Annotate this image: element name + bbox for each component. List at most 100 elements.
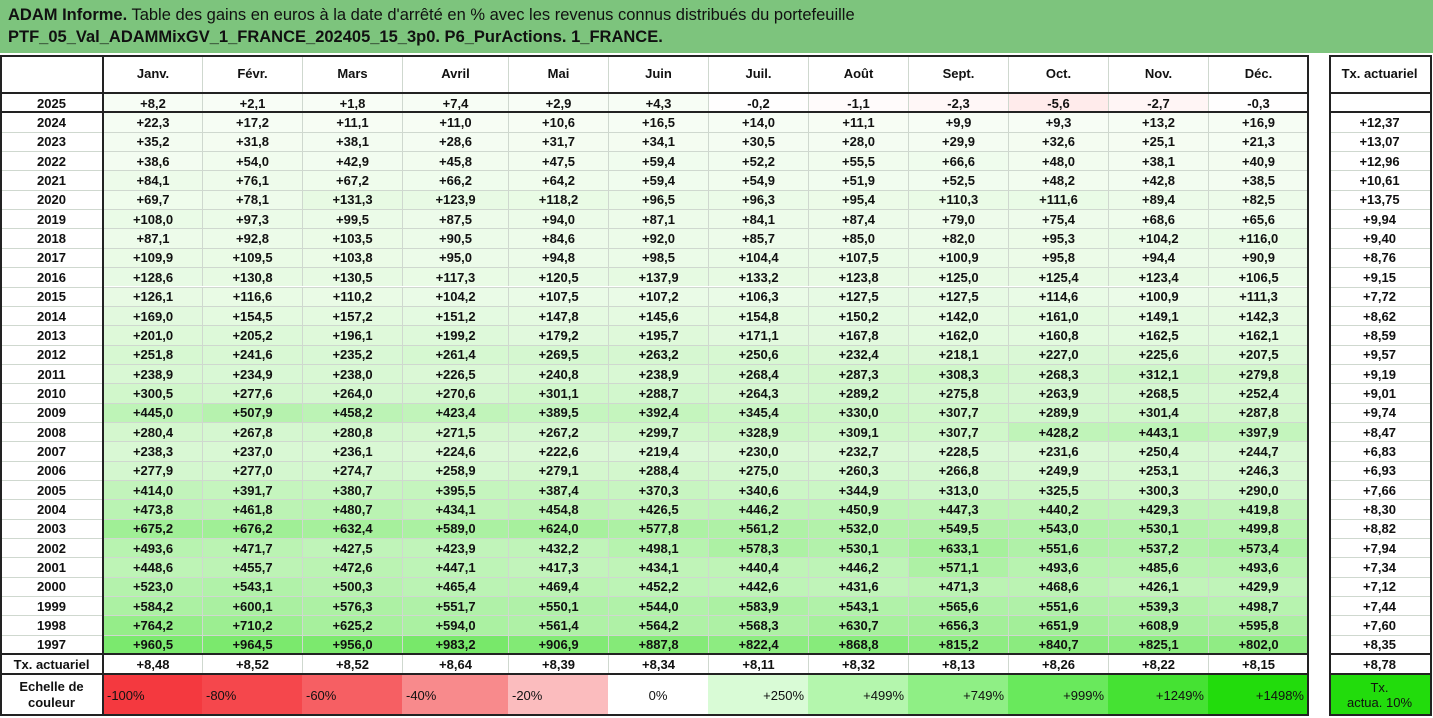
gain-cell: +802,0 bbox=[1208, 634, 1308, 655]
color-scale-swatch: +999% bbox=[1008, 674, 1108, 716]
gain-cell: +2,1 bbox=[202, 93, 302, 113]
header-divider bbox=[0, 92, 1309, 94]
gain-cell: +84,6 bbox=[508, 228, 608, 248]
gain-cell: +87,5 bbox=[402, 209, 508, 229]
gain-cell: +465,4 bbox=[402, 576, 508, 597]
gain-cell: +471,7 bbox=[202, 538, 302, 558]
gain-cell: +32,6 bbox=[1008, 131, 1108, 152]
gain-cell: +561,2 bbox=[708, 518, 808, 539]
color-scale-label-line-2: couleur bbox=[28, 695, 75, 711]
gain-cell: +110,3 bbox=[908, 189, 1008, 210]
gain-cell: +551,7 bbox=[402, 596, 508, 616]
gain-cell: +387,4 bbox=[508, 480, 608, 500]
gain-cell: +277,9 bbox=[103, 460, 202, 480]
gain-cell: +392,4 bbox=[608, 402, 708, 422]
gain-cell: +17,2 bbox=[202, 112, 302, 132]
gain-cell: +30,5 bbox=[708, 131, 808, 152]
gain-cell: +287,3 bbox=[808, 363, 908, 384]
gain-cell: +226,5 bbox=[402, 363, 508, 384]
gain-cell: +274,7 bbox=[302, 460, 402, 480]
gain-cell: +429,9 bbox=[1208, 576, 1308, 597]
gain-cell: +89,4 bbox=[1108, 189, 1208, 210]
gain-cell: +440,2 bbox=[1008, 499, 1108, 519]
gain-cell: +116,0 bbox=[1208, 228, 1308, 248]
gain-cell: +280,8 bbox=[302, 421, 402, 442]
gain-cell: +31,7 bbox=[508, 131, 608, 152]
rate-footer-top-divider bbox=[1329, 653, 1432, 656]
gain-cell: +123,4 bbox=[1108, 267, 1208, 287]
year-label: 2012 bbox=[0, 344, 103, 364]
gain-cell: +82,0 bbox=[908, 228, 1008, 248]
color-scale-swatch: 0% bbox=[608, 674, 708, 716]
color-scale-swatch: +749% bbox=[908, 674, 1008, 716]
color-scale-swatch: +1498% bbox=[1208, 674, 1308, 716]
color-scale-label-line-1: Echelle de bbox=[19, 679, 84, 695]
report-title-line-1: ADAM Informe. Table des gains en euros à… bbox=[8, 4, 1433, 26]
gain-cell: +207,5 bbox=[1208, 344, 1308, 364]
color-scale-swatch: -60% bbox=[302, 674, 402, 716]
gain-cell: +123,8 bbox=[808, 267, 908, 287]
gain-cell: +95,4 bbox=[808, 189, 908, 210]
rate-cell: +9,74 bbox=[1329, 402, 1430, 422]
gain-cell: +419,8 bbox=[1208, 499, 1308, 519]
gain-cell: +301,4 bbox=[1108, 402, 1208, 422]
gain-cell: +956,0 bbox=[302, 634, 402, 655]
gain-cell: +107,5 bbox=[808, 247, 908, 268]
gain-cell: +104,4 bbox=[708, 247, 808, 268]
gain-cell: +498,1 bbox=[608, 538, 708, 558]
year-label: 2019 bbox=[0, 209, 103, 228]
overall-rate-cell: +8,78 bbox=[1329, 654, 1430, 674]
gain-cell: +154,8 bbox=[708, 305, 808, 326]
gain-cell: +423,9 bbox=[402, 538, 508, 558]
year-label: 2001 bbox=[0, 557, 103, 576]
footer-rate-cell: +8,11 bbox=[708, 654, 808, 675]
gain-cell: +125,0 bbox=[908, 267, 1008, 287]
year-label: 2009 bbox=[0, 402, 103, 422]
gain-cell: +251,8 bbox=[103, 344, 202, 364]
gain-cell: +66,2 bbox=[402, 170, 508, 190]
gain-cell: +162,1 bbox=[1208, 325, 1308, 345]
gain-cell: +103,8 bbox=[302, 247, 402, 268]
gain-cell: +561,4 bbox=[508, 615, 608, 635]
gain-cell: +289,9 bbox=[1008, 402, 1108, 422]
month-header: Juil. bbox=[708, 55, 808, 92]
gain-cell: +271,5 bbox=[402, 421, 508, 442]
gain-cell: +107,5 bbox=[508, 286, 608, 306]
gain-cell: +232,7 bbox=[808, 441, 908, 461]
rate-cell: +8,82 bbox=[1329, 518, 1430, 538]
gain-cell: +414,0 bbox=[103, 480, 202, 500]
gain-cell: +268,5 bbox=[1108, 383, 1208, 403]
gain-cell: +52,2 bbox=[708, 151, 808, 171]
gain-cell: +160,8 bbox=[1008, 325, 1108, 345]
gain-cell: +92,0 bbox=[608, 228, 708, 248]
gain-cell: +117,3 bbox=[402, 267, 508, 287]
gain-cell: +443,1 bbox=[1108, 421, 1208, 442]
gain-cell: +250,6 bbox=[708, 344, 808, 364]
gain-cell: +54,0 bbox=[202, 151, 302, 171]
gain-cell: +4,3 bbox=[608, 93, 708, 113]
gain-cell: +199,2 bbox=[402, 325, 508, 345]
gain-cell: +76,1 bbox=[202, 170, 302, 190]
gain-cell: +10,6 bbox=[508, 112, 608, 132]
gain-cell: +279,8 bbox=[1208, 363, 1308, 384]
gain-cell: +48,0 bbox=[1008, 151, 1108, 171]
year-label: 2008 bbox=[0, 421, 103, 441]
gain-cell: +391,7 bbox=[202, 480, 302, 500]
gain-cell: +268,4 bbox=[708, 363, 808, 384]
gain-cell: +632,4 bbox=[302, 518, 402, 539]
gain-cell: +125,4 bbox=[1008, 267, 1108, 287]
gain-cell: +64,2 bbox=[508, 170, 608, 190]
gain-cell: +90,9 bbox=[1208, 247, 1308, 268]
footer-rate-cell: +8,52 bbox=[302, 654, 402, 675]
gain-cell: +258,9 bbox=[402, 460, 508, 480]
gain-cell: +147,8 bbox=[508, 305, 608, 326]
footer-rate-cell: +8,52 bbox=[202, 654, 302, 675]
gain-cell: +815,2 bbox=[908, 634, 1008, 655]
gain-cell: +675,2 bbox=[103, 518, 202, 539]
year-label: 2011 bbox=[0, 363, 103, 383]
gain-cell: +235,2 bbox=[302, 344, 402, 364]
gain-cell: +120,5 bbox=[508, 267, 608, 287]
gain-cell: +380,7 bbox=[302, 480, 402, 500]
gain-cell: +308,3 bbox=[908, 363, 1008, 384]
gain-cell: +126,1 bbox=[103, 286, 202, 306]
